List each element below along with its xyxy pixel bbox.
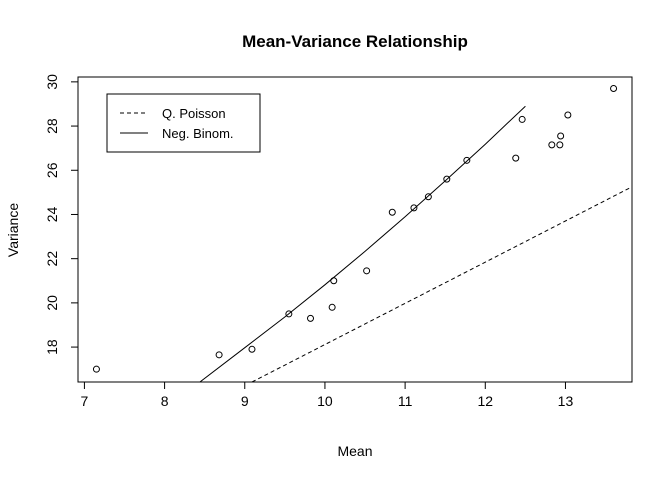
y-tick-label: 26: [44, 162, 60, 178]
data-point: [463, 156, 471, 164]
legend-label-neg-binom: Neg. Binom.: [162, 126, 234, 141]
data-point: [556, 141, 564, 149]
x-axis: 7 8 9 10 11 12 13: [81, 382, 574, 409]
y-tick-label: 22: [44, 251, 60, 267]
x-tick-label: 9: [241, 393, 249, 409]
data-point: [518, 115, 526, 123]
y-axis-label: Variance: [5, 203, 21, 257]
data-point: [610, 84, 618, 92]
data-point: [328, 303, 336, 311]
data-point: [363, 267, 371, 275]
data-point: [564, 111, 572, 119]
data-point: [548, 141, 556, 149]
legend-box: [106, 93, 261, 153]
y-axis: 18 20 22 24 26 28 30: [44, 74, 78, 355]
data-point: [424, 193, 432, 201]
y-tick-label: 20: [44, 295, 60, 311]
x-tick-label: 7: [81, 393, 89, 409]
data-point: [307, 314, 315, 322]
data-point: [388, 208, 396, 216]
data-point: [285, 310, 293, 318]
y-tick-label: 28: [44, 118, 60, 134]
data-point: [443, 175, 451, 183]
data-point: [512, 154, 520, 162]
y-tick-label: 18: [44, 339, 60, 355]
x-tick-label: 8: [161, 393, 169, 409]
series-line-q-poisson: [251, 186, 632, 382]
data-point: [330, 277, 338, 285]
series-line-neg-binom: [199, 105, 526, 382]
data-point: [215, 351, 223, 359]
plot-frame: [77, 76, 633, 383]
x-tick-label: 12: [477, 393, 493, 409]
chart-title: Mean-Variance Relationship: [242, 32, 468, 51]
x-tick-label: 10: [317, 393, 333, 409]
x-tick-label: 11: [398, 393, 413, 409]
legend-label-q-poisson: Q. Poisson: [162, 106, 226, 121]
legend: Q. Poisson Neg. Binom.: [106, 93, 261, 153]
x-axis-label: Mean: [337, 443, 372, 459]
data-point: [410, 204, 418, 212]
data-point: [92, 365, 100, 373]
y-tick-label: 24: [44, 206, 60, 222]
data-point: [557, 132, 565, 140]
y-tick-label: 30: [44, 74, 60, 90]
data-point: [248, 345, 256, 353]
x-tick-label: 13: [558, 393, 574, 409]
